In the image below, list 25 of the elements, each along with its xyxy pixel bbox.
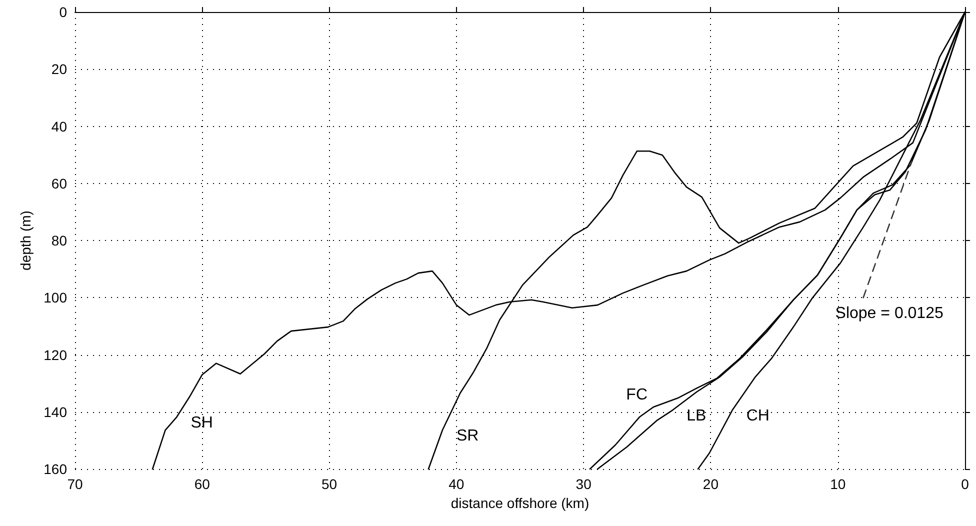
y-tick-label: 20 xyxy=(51,61,68,78)
y-tick-label: 120 xyxy=(44,346,68,363)
x-tick-label: 10 xyxy=(830,476,846,492)
x-tick-label: 60 xyxy=(194,476,210,492)
x-tick-label: 50 xyxy=(321,476,338,492)
x-tick-label: 40 xyxy=(448,476,464,492)
y-tick-label: 60 xyxy=(51,175,68,192)
y-tick-label: 80 xyxy=(51,232,68,248)
x-tick-label: 20 xyxy=(702,476,719,492)
y-tick-label: 40 xyxy=(51,118,68,134)
x-tick-label: 0 xyxy=(961,476,970,492)
x-axis-title: distance offshore (km) xyxy=(450,494,590,511)
y-tick-label: 160 xyxy=(44,461,68,477)
y-tick-label: 100 xyxy=(44,290,68,306)
y-tick-label: 0 xyxy=(59,4,68,20)
series-label: Slope = 0.0125 xyxy=(835,305,944,322)
y-tick-label: 140 xyxy=(44,404,68,420)
series-label: LB xyxy=(686,408,706,425)
series-label: FC xyxy=(626,386,648,404)
y-axis-title: depth (m) xyxy=(18,210,34,270)
x-tick-label: 70 xyxy=(67,476,83,492)
x-tick-label: 30 xyxy=(576,476,592,492)
series-label: CH xyxy=(746,408,770,425)
series-label: SH xyxy=(190,414,213,432)
series-label: SR xyxy=(456,428,479,445)
